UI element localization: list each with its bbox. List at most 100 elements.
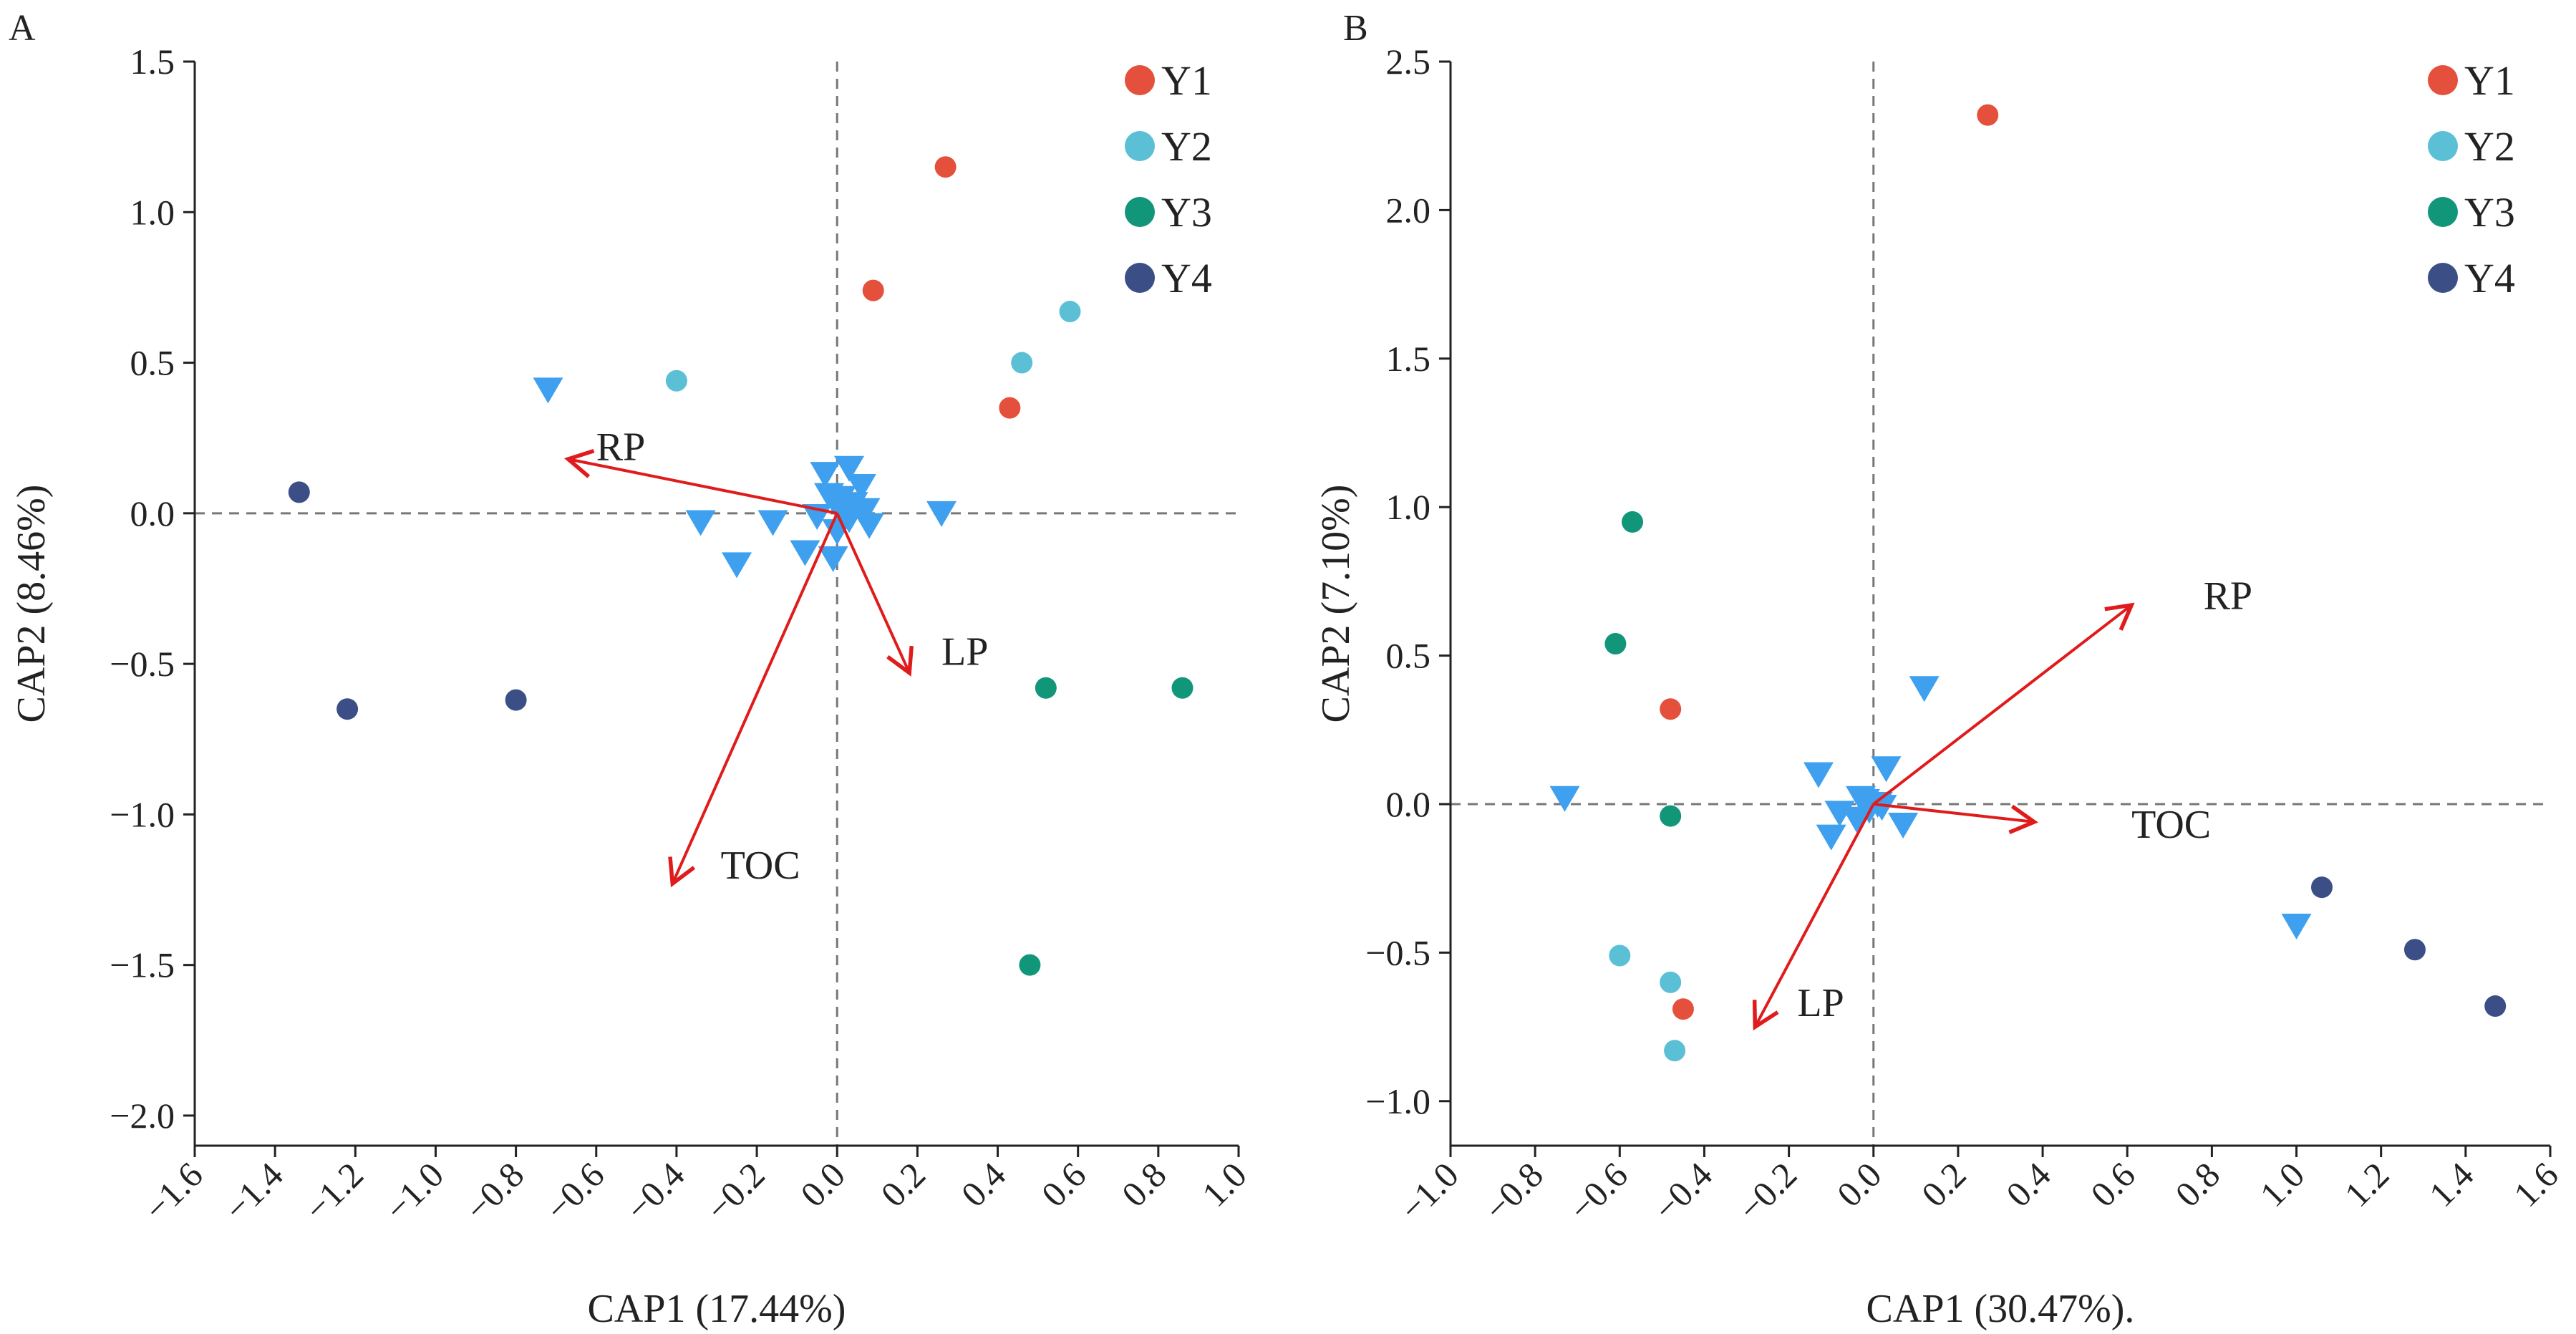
legend-marker-y2 <box>2428 131 2458 161</box>
x-tick-label: −0.6 <box>538 1154 612 1229</box>
species-point <box>822 519 853 546</box>
legend-label-y4: Y4 <box>2464 255 2515 301</box>
sample-point-y4 <box>336 698 359 720</box>
species-point <box>1909 676 1940 702</box>
y-tick-label: 0.5 <box>130 343 175 383</box>
legend-marker-y2 <box>1125 131 1155 161</box>
y-tick-label: −0.5 <box>1365 932 1430 972</box>
y-tick-label: −1.0 <box>110 794 175 834</box>
vector-arrow-toc <box>668 513 839 888</box>
panel-label: B <box>1343 8 1368 49</box>
y-tick-label: 0.0 <box>130 493 175 533</box>
species-point <box>1871 756 1902 783</box>
y-axis-title: CAP2 (7.10%) <box>1314 485 1358 723</box>
x-tick-label: −0.8 <box>1476 1154 1551 1229</box>
species-point <box>810 462 841 488</box>
x-tick-label: −0.2 <box>698 1154 773 1229</box>
x-tick-label: −1.0 <box>1392 1154 1466 1229</box>
x-tick-label: 0.0 <box>1829 1154 1889 1214</box>
legend-label-y1: Y1 <box>2464 57 2515 104</box>
legend-label-y2: Y2 <box>2464 123 2515 170</box>
legend-label-y2: Y2 <box>1161 123 1212 170</box>
y-tick-label: 1.0 <box>1386 487 1431 527</box>
species-point <box>533 377 563 404</box>
y-tick-label: 2.0 <box>1386 190 1431 230</box>
panel-A: A−2.0−1.5−1.0−0.50.00.51.01.5−1.6 −1.4 −1.… <box>9 8 1254 1331</box>
sample-point-y3 <box>1019 954 1041 976</box>
species-point <box>1816 824 1846 851</box>
vector-arrow-toc <box>1873 802 2038 834</box>
sample-point-y3 <box>1622 511 1644 533</box>
legend-label-y3: Y3 <box>2464 189 2515 236</box>
species-point <box>926 501 957 527</box>
species-point <box>2281 914 2312 940</box>
x-tick-label: 1.6 <box>2506 1154 2566 1214</box>
sample-point-y4 <box>288 481 310 503</box>
y-tick-label: 2.5 <box>1386 42 1431 82</box>
legend-marker-y4 <box>2428 263 2458 293</box>
sample-point-y2 <box>1660 971 1682 993</box>
sample-point-y2 <box>665 369 687 392</box>
sample-point-y1 <box>862 279 884 301</box>
x-tick-label: 0.8 <box>1114 1154 1174 1214</box>
x-tick-label: 1.0 <box>2252 1154 2313 1214</box>
x-tick-label: −0.8 <box>457 1154 532 1229</box>
sample-point-y2 <box>1059 301 1081 323</box>
sample-point-y2 <box>1609 944 1631 967</box>
y-tick-label: −1.5 <box>110 945 175 985</box>
sample-point-y1 <box>1977 104 1999 126</box>
x-tick-label: −0.4 <box>618 1154 692 1229</box>
sample-point-y1 <box>934 156 957 178</box>
x-tick-label: −1.6 <box>136 1154 210 1229</box>
species-point <box>854 513 885 539</box>
sample-point-y3 <box>1604 632 1627 654</box>
legend-marker-y1 <box>1125 65 1155 95</box>
species-point <box>722 552 752 579</box>
vector-label-toc: TOC <box>2131 803 2211 847</box>
x-tick-label: 0.0 <box>793 1154 853 1214</box>
sample-point-y4 <box>2310 876 2333 899</box>
sample-point-y4 <box>2484 995 2507 1018</box>
sample-point-y1 <box>1660 698 1682 720</box>
x-axis-title: CAP1 (30.47%). <box>1866 1287 2135 1330</box>
species-point <box>685 510 716 536</box>
vector-label-toc: TOC <box>721 844 800 888</box>
x-tick-label: −1.4 <box>216 1154 291 1229</box>
y-tick-label: 1.0 <box>130 192 175 232</box>
y-tick-label: 0.0 <box>1386 784 1431 824</box>
x-tick-label: −1.0 <box>377 1154 452 1229</box>
legend-marker-y4 <box>1125 263 1155 293</box>
x-tick-label: 0.8 <box>2167 1154 2227 1214</box>
x-tick-label: 0.2 <box>873 1154 933 1214</box>
species-point <box>1888 813 1919 839</box>
x-axis-title: CAP1 (17.44%) <box>588 1287 846 1330</box>
y-tick-label: −1.0 <box>1365 1081 1430 1121</box>
x-tick-label: −1.2 <box>296 1154 371 1229</box>
sample-point-y2 <box>1011 352 1033 374</box>
vector-label-rp: RP <box>596 425 646 469</box>
sample-point-y4 <box>505 689 527 711</box>
y-tick-label: −2.0 <box>110 1096 175 1136</box>
x-tick-label: −0.6 <box>1561 1154 1635 1229</box>
x-tick-label: 1.0 <box>1194 1154 1254 1214</box>
vector-label-lp: LP <box>941 629 988 674</box>
x-tick-label: 0.4 <box>954 1154 1014 1214</box>
sample-point-y1 <box>1672 998 1694 1020</box>
legend-marker-y3 <box>2428 197 2458 227</box>
y-tick-label: 1.5 <box>1386 339 1431 379</box>
sample-point-y4 <box>2403 939 2426 961</box>
legend-label-y3: Y3 <box>1161 189 1212 236</box>
vector-arrow-lp <box>836 513 914 677</box>
x-tick-label: 1.2 <box>2337 1154 2397 1214</box>
vector-label-rp: RP <box>2204 574 2253 619</box>
legend-marker-y1 <box>2428 65 2458 95</box>
legend-marker-y3 <box>1125 197 1155 227</box>
species-point <box>830 495 861 521</box>
y-tick-label: 1.5 <box>130 42 175 82</box>
y-tick-label: −0.5 <box>110 644 175 684</box>
species-point <box>818 546 848 572</box>
species-point <box>1549 786 1580 812</box>
species-point <box>1803 762 1834 788</box>
